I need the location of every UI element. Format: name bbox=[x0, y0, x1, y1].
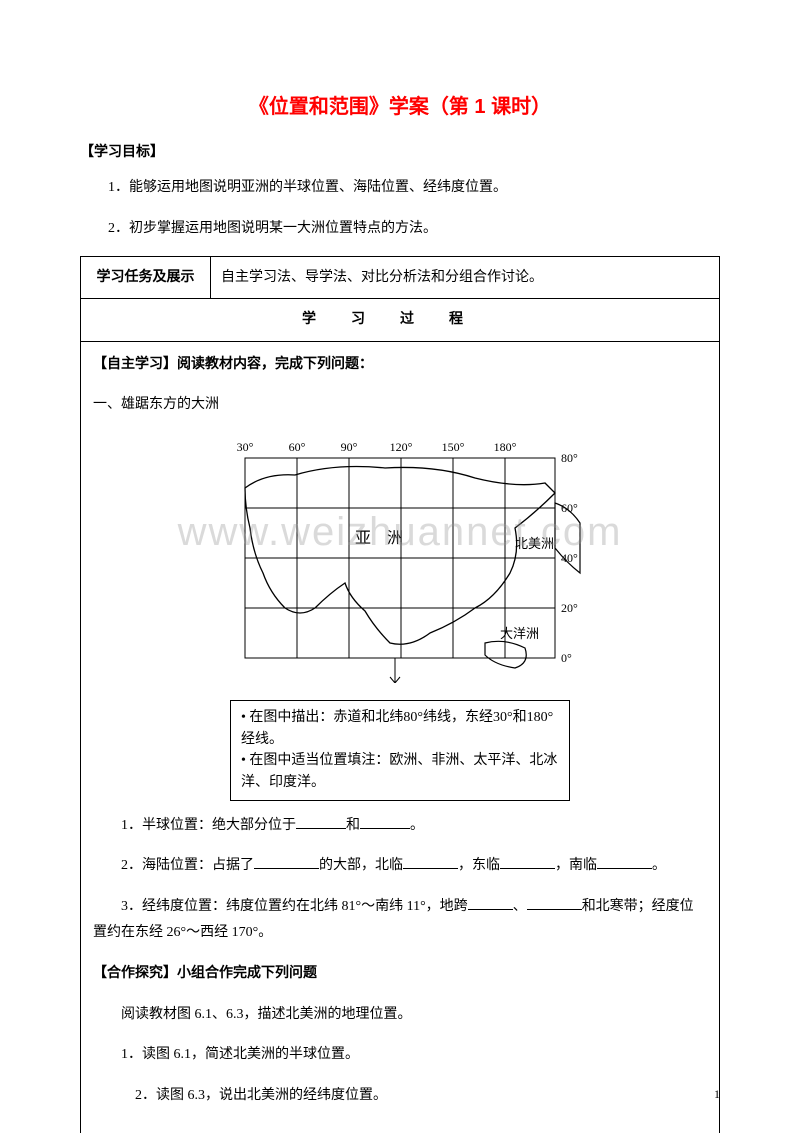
lat-40: 40° bbox=[561, 551, 578, 565]
lesson-title: 《位置和范围》学案（第 1 课时） bbox=[80, 90, 720, 119]
q3-mid: 、 bbox=[513, 899, 527, 914]
lon-150: 150° bbox=[442, 440, 465, 454]
q2-c: ，南临 bbox=[555, 858, 597, 873]
lon-180: 180° bbox=[494, 440, 517, 454]
objectives-header: 【学习目标】 bbox=[80, 141, 720, 161]
q2-end: 。 bbox=[652, 858, 666, 873]
coop-q1: 1．读图 6.1，简述北美洲的半球位置。 bbox=[93, 1042, 707, 1069]
q1-blank-2[interactable] bbox=[360, 815, 410, 829]
label-na: 北美洲 bbox=[515, 536, 554, 551]
process-header: 学习过程 bbox=[81, 299, 720, 341]
q1-blank-1[interactable] bbox=[296, 815, 346, 829]
caption-line-1: • 在图中描出：赤道和北纬80°纬线，东经30°和180°经线。 bbox=[241, 707, 559, 750]
q1-mid: 和 bbox=[346, 818, 360, 833]
q2-a: 的大部，北临 bbox=[319, 858, 403, 873]
lat-60: 60° bbox=[561, 501, 578, 515]
caption-line-2: • 在图中适当位置填注：欧洲、非洲、太平洋、北冰洋、印度洋。 bbox=[241, 750, 559, 793]
q2-blank-1[interactable] bbox=[254, 855, 319, 869]
q3-blank-2[interactable] bbox=[527, 896, 582, 910]
lat-0: 0° bbox=[561, 651, 572, 665]
question-3: 3．经纬度位置：纬度位置约在北纬 81°～南纬 11°，地跨、和北寒带；经度位置… bbox=[93, 894, 707, 947]
content-cell: 【自主学习】阅读教材内容，完成下列问题： 一、雄踞东方的大洲 bbox=[81, 341, 720, 1133]
map-figure: 30° 60° 90° 120° 150° 180° 80° 60° 40° 2… bbox=[93, 433, 707, 801]
lon-60: 60° bbox=[289, 440, 306, 454]
lon-90: 90° bbox=[341, 440, 358, 454]
q2-b: ，东临 bbox=[458, 858, 500, 873]
q1-end: 。 bbox=[410, 818, 424, 833]
q2-blank-2[interactable] bbox=[403, 855, 458, 869]
page-number: 1 bbox=[714, 1087, 720, 1102]
lon-30: 30° bbox=[237, 440, 254, 454]
coop-intro: 阅读教材图 6.1、6.3，描述北美洲的地理位置。 bbox=[93, 1002, 707, 1029]
question-2: 2．海陆位置：占据了 的大部，北临 ，东临 ，南临 。 bbox=[93, 853, 707, 880]
label-asia: 亚 洲 bbox=[355, 530, 403, 547]
objective-2: 2．初步掌握运用地图说明某一大洲位置特点的方法。 bbox=[80, 216, 720, 243]
map-caption-box: • 在图中描出：赤道和北纬80°纬线，东经30°和180°经线。 • 在图中适当… bbox=[230, 700, 570, 801]
task-value-cell: 自主学习法、导学法、对比分析法和分组合作讨论。 bbox=[211, 257, 720, 299]
asia-map-svg: 30° 60° 90° 120° 150° 180° 80° 60° 40° 2… bbox=[215, 433, 585, 683]
section-1-title: 一、雄踞东方的大洲 bbox=[93, 392, 707, 419]
question-1: 1．半球位置：绝大部分位于 和 。 bbox=[93, 813, 707, 840]
lat-80: 80° bbox=[561, 451, 578, 465]
coop-header: 【合作探究】小组合作完成下列问题 bbox=[93, 961, 707, 988]
q2-blank-3[interactable] bbox=[500, 855, 555, 869]
q2-blank-4[interactable] bbox=[597, 855, 652, 869]
label-oc: 大洋洲 bbox=[500, 626, 539, 641]
selfstudy-header: 【自主学习】阅读教材内容，完成下列问题： bbox=[93, 352, 707, 379]
q3-blank-1[interactable] bbox=[468, 896, 513, 910]
coop-q2: 2．读图 6.3，说出北美洲的经纬度位置。 bbox=[93, 1083, 707, 1110]
q2-pre: 2．海陆位置：占据了 bbox=[121, 858, 254, 873]
lon-120: 120° bbox=[390, 440, 413, 454]
task-table: 学习任务及展示 自主学习法、导学法、对比分析法和分组合作讨论。 学习过程 【自主… bbox=[80, 256, 720, 1133]
q3-pre: 3．经纬度位置：纬度位置约在北纬 81°～南纬 11°，地跨 bbox=[121, 899, 468, 914]
task-label-cell: 学习任务及展示 bbox=[81, 257, 211, 299]
objective-1: 1．能够运用地图说明亚洲的半球位置、海陆位置、经纬度位置。 bbox=[80, 175, 720, 202]
q1-pre: 1．半球位置：绝大部分位于 bbox=[121, 818, 296, 833]
lat-20: 20° bbox=[561, 601, 578, 615]
